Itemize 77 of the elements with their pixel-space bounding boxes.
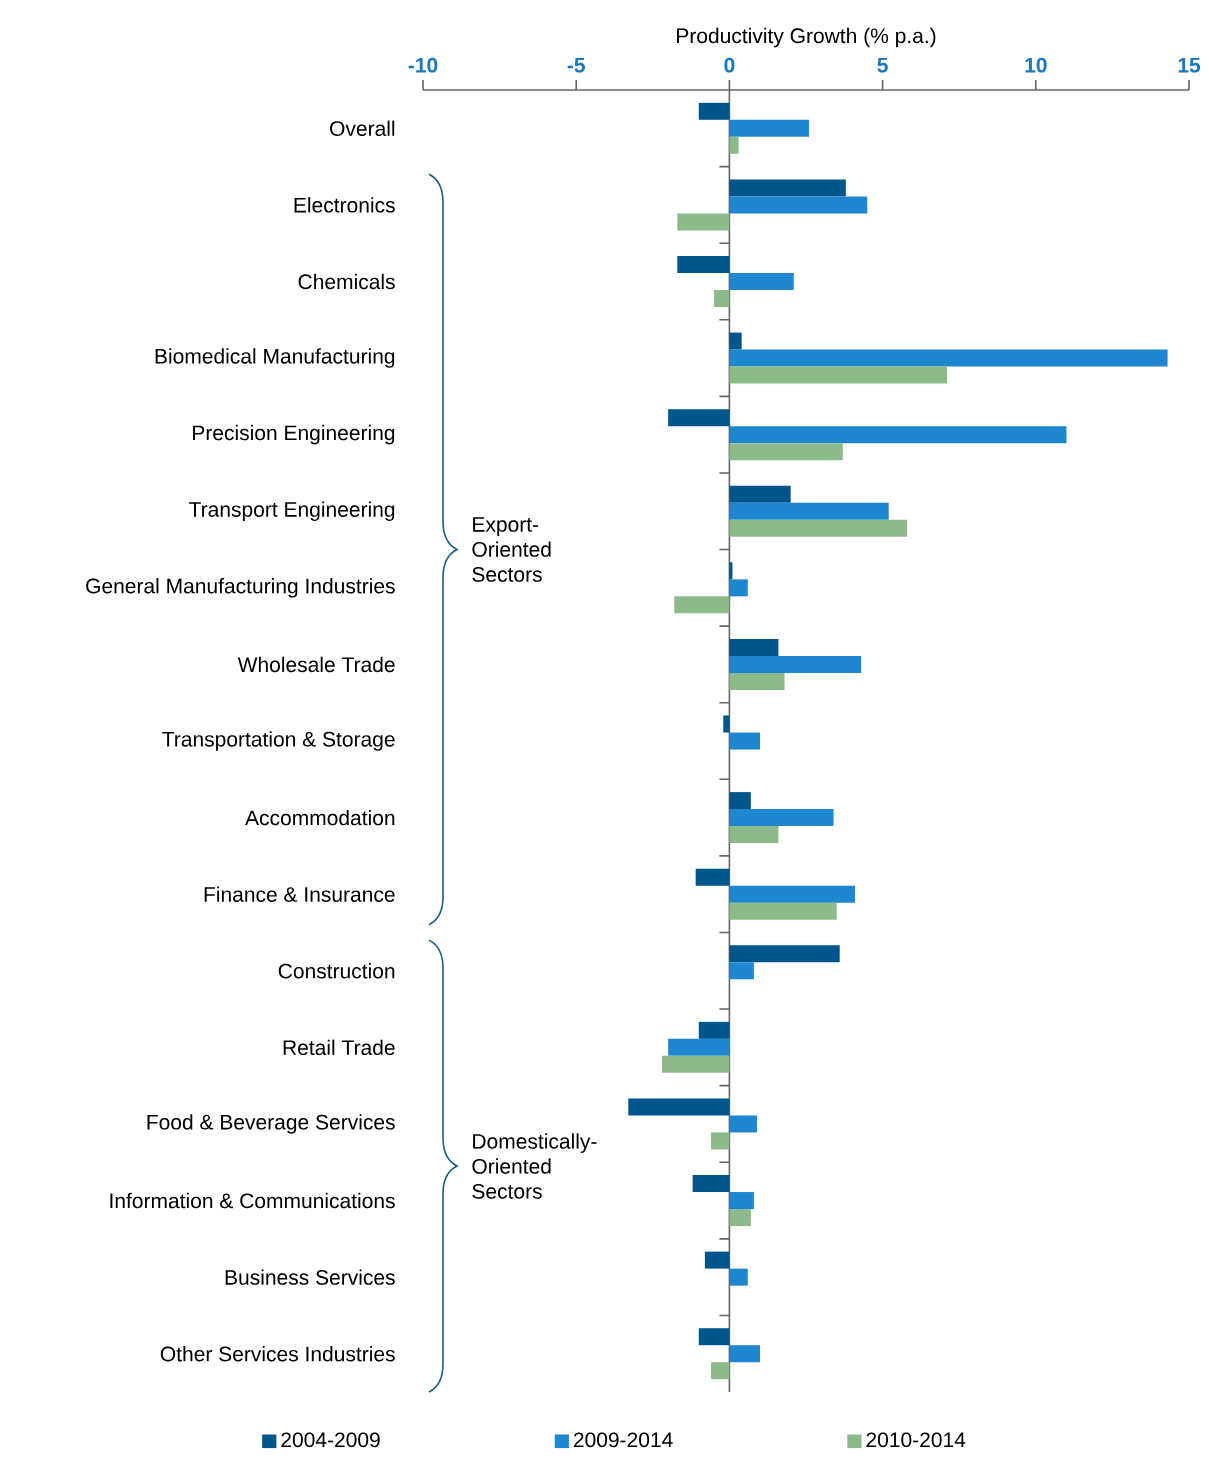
bar	[729, 902, 837, 920]
legend-label: 2009-2014	[573, 1432, 673, 1448]
bar	[729, 366, 947, 384]
y-tick-label: Accommodation	[245, 809, 395, 826]
y-tick-label: Transportation & Storage	[162, 731, 395, 751]
bar	[661, 1055, 730, 1073]
bar	[711, 1362, 730, 1380]
y-tick-label: Finance & Insurance	[204, 886, 395, 902]
x-axis-title: Productivity Growth (% p.a.)	[677, 27, 936, 48]
bar	[729, 1345, 761, 1363]
bar	[729, 349, 1168, 367]
bar	[729, 1192, 754, 1210]
bar	[729, 732, 761, 750]
bar	[729, 272, 794, 290]
bar	[723, 715, 730, 733]
bar	[668, 409, 730, 427]
bar	[692, 1175, 730, 1193]
bar	[729, 826, 779, 844]
bar	[729, 196, 868, 214]
bar	[698, 102, 730, 120]
y-tick-label: General Manufacturing Industries	[86, 578, 395, 598]
x-tick-label: 5	[877, 57, 888, 73]
y-tick-label: Construction	[278, 963, 395, 979]
x-tick-label: 15	[1178, 57, 1201, 73]
y-tick-label: Information & Communications	[110, 1192, 395, 1209]
bar	[698, 1328, 730, 1346]
bar	[677, 213, 730, 231]
bar	[729, 1268, 748, 1286]
bar	[729, 519, 908, 537]
bar	[729, 655, 862, 673]
y-tick-label: Biomedical Manufacturing	[155, 348, 395, 368]
bar	[674, 596, 730, 614]
bar	[729, 962, 754, 980]
bar	[729, 638, 779, 656]
bar	[729, 885, 856, 903]
y-tick-label: Other Services Industries	[160, 1346, 395, 1362]
y-tick-label: Food & Beverage Services	[147, 1114, 395, 1134]
bar	[729, 945, 840, 963]
bar	[729, 1115, 757, 1133]
x-tick-label: -5	[567, 57, 585, 73]
bar	[729, 179, 846, 197]
bar	[711, 1132, 730, 1150]
bar	[668, 1038, 730, 1056]
bar	[704, 1251, 730, 1269]
bar	[628, 1098, 730, 1116]
bar	[729, 809, 834, 827]
bar	[729, 332, 742, 350]
x-tick-label: 10	[1025, 57, 1047, 73]
y-tick-label: Precision Engineering	[193, 424, 395, 445]
bar	[729, 579, 748, 597]
bar	[729, 562, 733, 580]
annotation: Export-Oriented Sectors	[472, 517, 551, 582]
y-tick-label: Business Services	[225, 1269, 395, 1285]
x-tick-label: 0	[724, 57, 735, 73]
bar	[677, 255, 730, 273]
y-tick-label: Electronics	[294, 197, 395, 213]
bar	[729, 119, 810, 137]
bar	[729, 443, 843, 461]
y-tick-label: Wholesale Trade	[237, 656, 395, 673]
bar	[729, 426, 1067, 444]
legend-label: 2004-2009	[281, 1432, 380, 1448]
bar	[729, 502, 889, 520]
y-tick-label: Overall	[330, 120, 395, 137]
bar	[729, 792, 751, 810]
x-tick-label: -10	[408, 57, 438, 73]
y-tick-label: Retail Trade	[283, 1039, 395, 1056]
bar	[729, 1209, 751, 1227]
annotation: Domestically-Oriented Sectors	[472, 1133, 597, 1199]
bar	[714, 289, 730, 307]
y-tick-label: Transport Engineering	[189, 501, 395, 522]
bar	[729, 485, 791, 503]
bar	[729, 136, 739, 154]
bar	[695, 868, 730, 886]
legend-label: 2010-2014	[866, 1432, 966, 1448]
bar	[698, 1021, 730, 1039]
bar	[729, 672, 785, 690]
y-tick-label: Chemicals	[298, 273, 395, 290]
